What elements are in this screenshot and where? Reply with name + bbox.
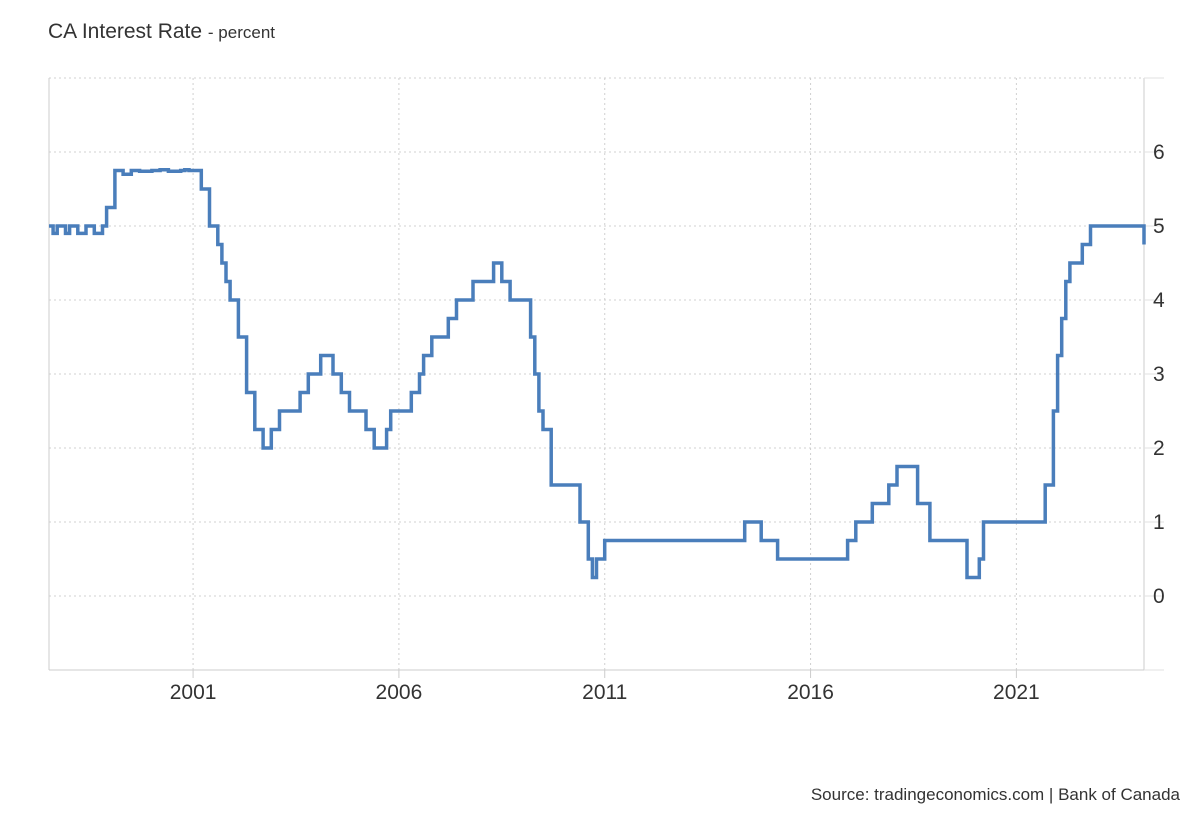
series-lines — [49, 168, 1146, 580]
x-tick-label: 2011 — [582, 681, 627, 704]
chart-title: CA Interest Rate — [48, 20, 203, 43]
x-tick-label: 2021 — [993, 681, 1040, 704]
x-tick-label: 2006 — [376, 681, 423, 704]
chart-title-block: CA Interest Rate - percent — [48, 20, 275, 44]
y-tick-label: 4 — [1153, 289, 1165, 312]
y-tick-label: 2 — [1153, 437, 1165, 460]
grid-lines — [49, 77, 1144, 670]
x-tick-label: 2016 — [787, 681, 834, 704]
tick-labels: 0 1 2 3 4 5 6 2001 2006 2011 2016 2021 — [170, 141, 1165, 704]
y-tick-label: 1 — [1153, 511, 1165, 534]
interest-rate-line — [49, 168, 1146, 580]
axes — [48, 77, 1164, 678]
y-tick-label: 5 — [1153, 215, 1165, 238]
interest-rate-chart: 0 1 2 3 4 5 6 2001 2006 2011 2016 2021 — [48, 77, 1165, 704]
y-tick-label: 3 — [1153, 363, 1165, 386]
y-tick-label: 6 — [1153, 141, 1165, 164]
chart-subtitle: - percent — [207, 23, 276, 42]
y-tick-label: 0 — [1153, 585, 1165, 608]
source-note: Source: tradingeconomics.com | Bank of C… — [810, 785, 1180, 804]
x-tick-label: 2001 — [170, 681, 217, 704]
